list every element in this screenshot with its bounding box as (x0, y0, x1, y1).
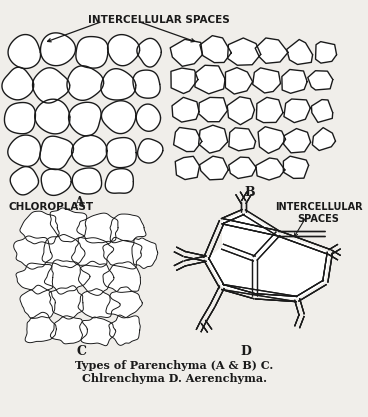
Polygon shape (79, 317, 116, 346)
Polygon shape (14, 236, 52, 269)
Polygon shape (50, 316, 88, 344)
Polygon shape (170, 39, 202, 66)
Polygon shape (10, 167, 39, 195)
Polygon shape (109, 315, 140, 345)
Polygon shape (227, 38, 261, 65)
Polygon shape (107, 35, 139, 66)
Polygon shape (72, 238, 114, 267)
Polygon shape (206, 246, 255, 296)
Polygon shape (42, 234, 85, 268)
Polygon shape (106, 138, 136, 168)
Polygon shape (199, 156, 229, 180)
Polygon shape (132, 238, 158, 269)
Polygon shape (41, 169, 71, 196)
Polygon shape (110, 214, 146, 243)
Polygon shape (222, 212, 278, 261)
Polygon shape (137, 38, 161, 67)
Polygon shape (171, 68, 198, 93)
Polygon shape (72, 136, 107, 166)
Polygon shape (106, 287, 142, 318)
Polygon shape (49, 286, 83, 319)
Polygon shape (284, 99, 310, 123)
Polygon shape (308, 71, 333, 90)
Text: CHLOROPLAST: CHLOROPLAST (9, 202, 94, 212)
Polygon shape (77, 213, 118, 243)
Polygon shape (8, 35, 40, 68)
Text: A: A (74, 196, 84, 209)
Polygon shape (105, 168, 133, 193)
Polygon shape (284, 128, 311, 153)
Polygon shape (101, 69, 136, 100)
Polygon shape (225, 68, 253, 94)
Text: INTERCELLULAR
SPACES: INTERCELLULAR SPACES (275, 202, 362, 224)
Polygon shape (103, 237, 142, 269)
Polygon shape (174, 128, 202, 152)
Polygon shape (50, 208, 87, 242)
Polygon shape (244, 212, 278, 259)
Polygon shape (255, 234, 330, 299)
Text: C: C (76, 345, 86, 358)
Polygon shape (133, 70, 160, 98)
Text: INTERCELLULAR SPACES: INTERCELLULAR SPACES (88, 15, 230, 25)
Polygon shape (45, 260, 90, 294)
Polygon shape (8, 135, 40, 166)
Polygon shape (229, 128, 255, 151)
Polygon shape (16, 263, 53, 294)
Polygon shape (311, 100, 333, 123)
Polygon shape (76, 37, 108, 68)
Polygon shape (20, 285, 55, 319)
Polygon shape (78, 289, 120, 318)
Polygon shape (72, 168, 102, 194)
Polygon shape (195, 65, 225, 94)
Polygon shape (258, 127, 286, 153)
Polygon shape (4, 103, 35, 134)
Polygon shape (172, 97, 199, 122)
Polygon shape (200, 35, 231, 63)
Polygon shape (35, 99, 70, 134)
Polygon shape (227, 97, 255, 125)
Polygon shape (253, 68, 280, 93)
Polygon shape (20, 211, 59, 244)
Text: B: B (245, 186, 255, 199)
Polygon shape (175, 156, 199, 180)
Polygon shape (283, 156, 309, 178)
Polygon shape (222, 212, 255, 259)
Polygon shape (40, 136, 74, 170)
Polygon shape (40, 33, 75, 65)
Polygon shape (68, 102, 101, 136)
Polygon shape (2, 67, 34, 100)
Polygon shape (136, 104, 160, 131)
Polygon shape (199, 98, 227, 122)
Polygon shape (255, 38, 288, 63)
Polygon shape (138, 139, 163, 163)
Text: Types of Parenchyma (A & B) C.
Chlrenchyma D. Aerenchyma.: Types of Parenchyma (A & B) C. Chlrenchy… (75, 360, 273, 384)
Polygon shape (103, 262, 141, 292)
Polygon shape (256, 97, 283, 123)
Text: D: D (240, 345, 251, 358)
Polygon shape (67, 66, 103, 100)
Polygon shape (312, 128, 336, 151)
Polygon shape (32, 68, 70, 103)
Polygon shape (315, 42, 337, 63)
Polygon shape (229, 157, 256, 178)
Polygon shape (199, 125, 228, 153)
Polygon shape (256, 158, 285, 180)
Polygon shape (282, 70, 307, 93)
Polygon shape (102, 101, 136, 133)
Polygon shape (287, 40, 312, 65)
Polygon shape (25, 312, 56, 343)
Polygon shape (78, 261, 114, 295)
